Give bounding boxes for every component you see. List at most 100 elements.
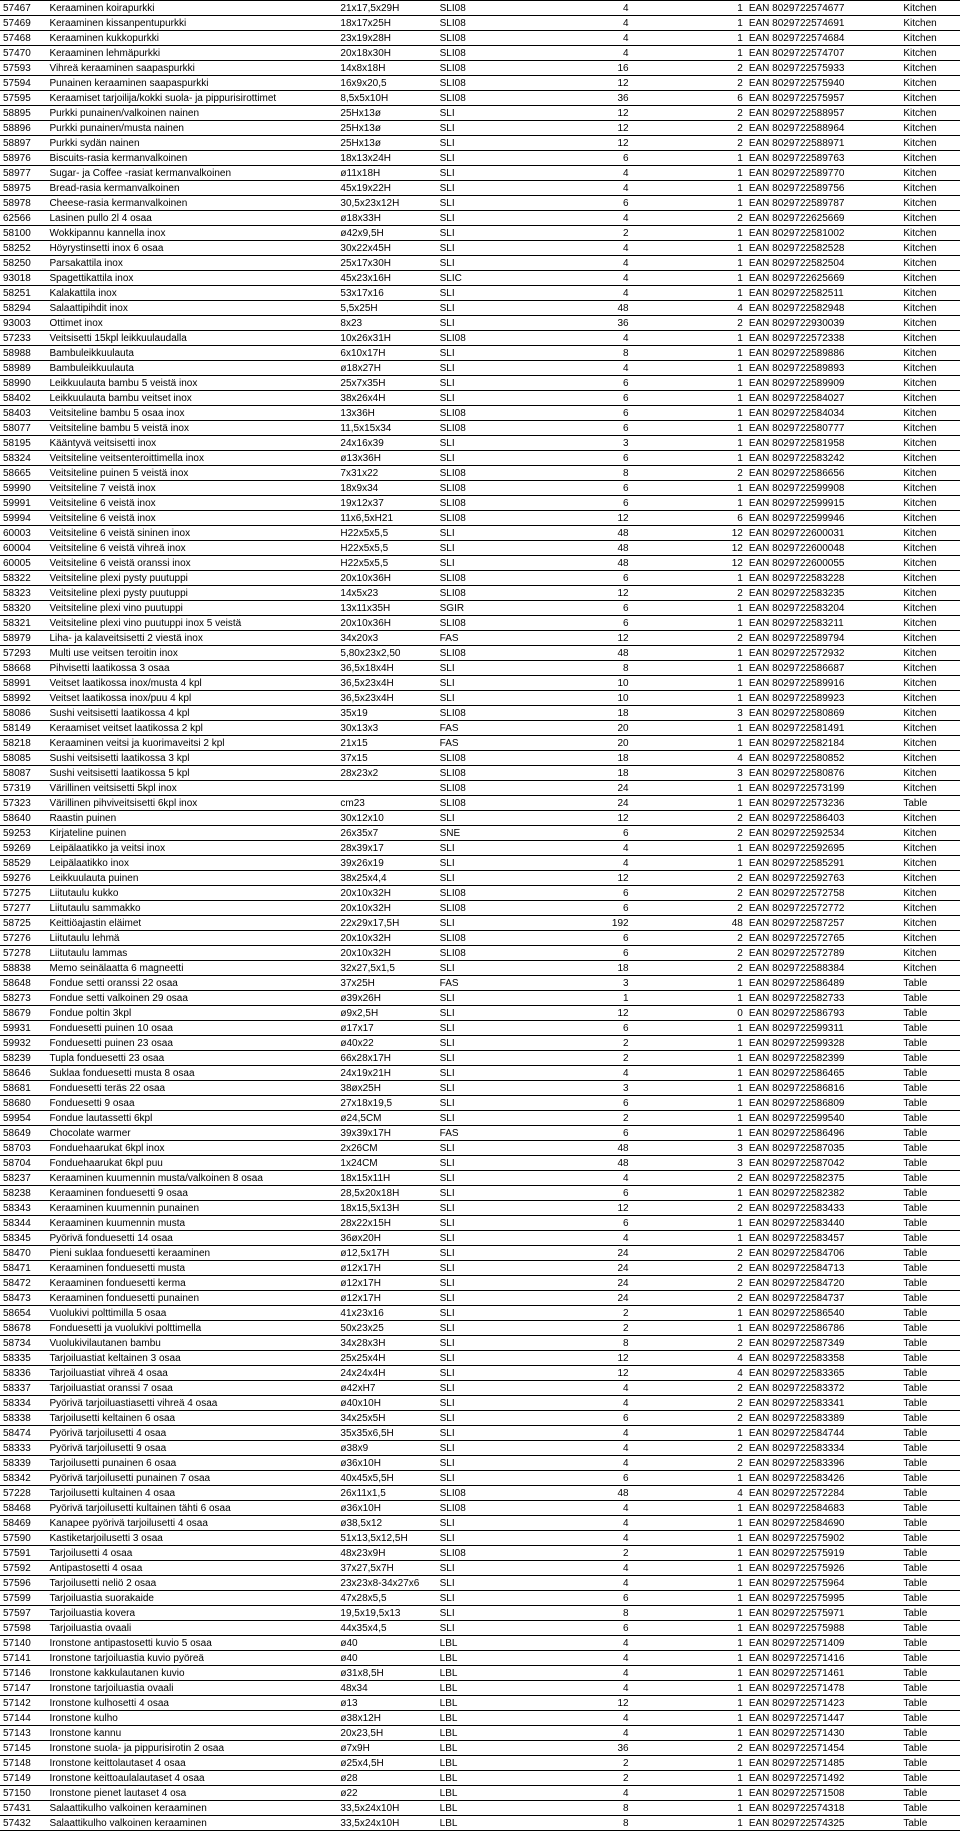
cell-cat: Kitchen [900, 226, 960, 241]
cell-qty1: 16 [499, 61, 632, 76]
cell-cat: Kitchen [900, 841, 960, 856]
cell-qty2: 1 [632, 1306, 746, 1321]
cell-name: Veitsiteline plexi pysty puutuppi [46, 586, 337, 601]
cell-type: SLI [437, 961, 499, 976]
cell-qty1: 18 [499, 961, 632, 976]
cell-name: Leikkuulauta bambu veitset inox [46, 391, 337, 406]
table-row: 57144Ironstone kulhoø38x12HLBL41EAN 8029… [0, 1711, 960, 1726]
cell-cat: Kitchen [900, 316, 960, 331]
cell-cat: Table [900, 1081, 960, 1096]
cell-qty2: 1 [632, 331, 746, 346]
cell-ean: EAN 8029722585291 [746, 856, 901, 871]
cell-qty2: 2 [632, 1411, 746, 1426]
cell-qty2: 1 [632, 601, 746, 616]
cell-code: 58681 [0, 1081, 46, 1096]
cell-cat: Kitchen [900, 256, 960, 271]
cell-code: 58734 [0, 1336, 46, 1351]
cell-qty2: 4 [632, 301, 746, 316]
cell-cat: Table [900, 1561, 960, 1576]
cell-code: 57594 [0, 76, 46, 91]
cell-cat: Kitchen [900, 106, 960, 121]
cell-name: Fonduesetti ja vuolukivi polttimella [46, 1321, 337, 1336]
cell-code: 58087 [0, 766, 46, 781]
cell-code: 58646 [0, 1066, 46, 1081]
cell-ean: EAN 8029722584720 [746, 1276, 901, 1291]
cell-type: LBL [437, 1726, 499, 1741]
cell-cat: Table [900, 1111, 960, 1126]
cell-ean: EAN 8029722592763 [746, 871, 901, 886]
cell-name: Leikkuulauta puinen [46, 871, 337, 886]
cell-cat: Kitchen [900, 301, 960, 316]
table-row: 58654Vuolukivi polttimilla 5 osaa41x23x1… [0, 1306, 960, 1321]
cell-type: SLI [437, 361, 499, 376]
cell-name: Ironstone pienet lautaset 4 osa [46, 1786, 337, 1801]
table-row: 58339Tarjoilusetti punainen 6 osaaø36x10… [0, 1456, 960, 1471]
cell-ean: EAN 8029722575957 [746, 91, 901, 106]
cell-qty1: 2 [499, 1111, 632, 1126]
cell-type: SLI [437, 346, 499, 361]
cell-qty1: 4 [499, 1, 632, 16]
cell-cat: Table [900, 1051, 960, 1066]
cell-ean: EAN 8029722575926 [746, 1561, 901, 1576]
cell-cat: Kitchen [900, 691, 960, 706]
cell-type: SLI [437, 451, 499, 466]
cell-dim: 1x24CM [337, 1156, 436, 1171]
table-row: 58321Veitsiteline plexi vino puutuppi in… [0, 616, 960, 631]
cell-qty1: 24 [499, 1276, 632, 1291]
table-row: 58333Pyörivä tarjoilusetti 9 osaaø38x9SL… [0, 1441, 960, 1456]
cell-qty2: 1 [632, 1771, 746, 1786]
cell-cat: Kitchen [900, 121, 960, 136]
cell-code: 57591 [0, 1546, 46, 1561]
table-row: 57599Tarjoiluastia suorakaide47x28x5,5SL… [0, 1591, 960, 1606]
cell-dim: 25x17x30H [337, 256, 436, 271]
cell-qty1: 4 [499, 1396, 632, 1411]
table-row: 57467Keraaminen koirapurkki21x17,5x29HSL… [0, 1, 960, 16]
cell-name: Purkki punainen/valkoinen nainen [46, 106, 337, 121]
cell-qty2: 1 [632, 976, 746, 991]
table-row: 58252Höyrystinsetti inox 6 osaa30x22x45H… [0, 241, 960, 256]
cell-qty2: 2 [632, 961, 746, 976]
cell-qty2: 1 [632, 1696, 746, 1711]
cell-dim: 24x16x39 [337, 436, 436, 451]
cell-ean: EAN 8029722592534 [746, 826, 901, 841]
cell-ean: EAN 8029722586786 [746, 1321, 901, 1336]
cell-dim: 35x35x6,5H [337, 1426, 436, 1441]
cell-cat: Kitchen [900, 286, 960, 301]
cell-type: SLI [437, 676, 499, 691]
cell-qty2: 2 [632, 1336, 746, 1351]
cell-code: 57593 [0, 61, 46, 76]
cell-ean: EAN 8029722930039 [746, 316, 901, 331]
cell-qty2: 1 [632, 676, 746, 691]
cell-type: SLI [437, 1036, 499, 1051]
cell-qty1: 2 [499, 226, 632, 241]
cell-qty1: 12 [499, 811, 632, 826]
cell-name: Fonduesetti puinen 10 osaa [46, 1021, 337, 1036]
cell-qty1: 2 [499, 1051, 632, 1066]
cell-qty2: 1 [632, 1666, 746, 1681]
cell-ean: EAN 8029722583389 [746, 1411, 901, 1426]
cell-ean: EAN 8029722589916 [746, 676, 901, 691]
cell-name: Pyörivä tarjoilusetti 4 osaa [46, 1426, 337, 1441]
cell-cat: Table [900, 1141, 960, 1156]
cell-code: 58149 [0, 721, 46, 736]
cell-name: Ironstone kulhosetti 4 osaa [46, 1696, 337, 1711]
cell-type: SLI08 [437, 1, 499, 16]
table-row: 58471Keraaminen fonduesetti mustaø12x17H… [0, 1261, 960, 1276]
cell-dim: 26x11x1,5 [337, 1486, 436, 1501]
cell-ean: EAN 8029722575940 [746, 76, 901, 91]
table-row: 58678Fonduesetti ja vuolukivi polttimell… [0, 1321, 960, 1336]
cell-type: SLI [437, 1201, 499, 1216]
cell-type: LBL [437, 1651, 499, 1666]
cell-ean: EAN 8029722582733 [746, 991, 901, 1006]
table-row: 58149Keraamiset veitset laatikossa 2 kpl… [0, 721, 960, 736]
cell-ean: EAN 8029722583358 [746, 1351, 901, 1366]
cell-type: SLI [437, 526, 499, 541]
table-row: 58472Keraaminen fonduesetti kermaø12x17H… [0, 1276, 960, 1291]
cell-dim: 33,5x24x10H [337, 1801, 436, 1816]
cell-qty1: 6 [499, 616, 632, 631]
cell-type: SLI [437, 856, 499, 871]
cell-code: 58333 [0, 1441, 46, 1456]
cell-type: SLI08 [437, 781, 499, 796]
cell-cat: Table [900, 1636, 960, 1651]
cell-code: 58086 [0, 706, 46, 721]
